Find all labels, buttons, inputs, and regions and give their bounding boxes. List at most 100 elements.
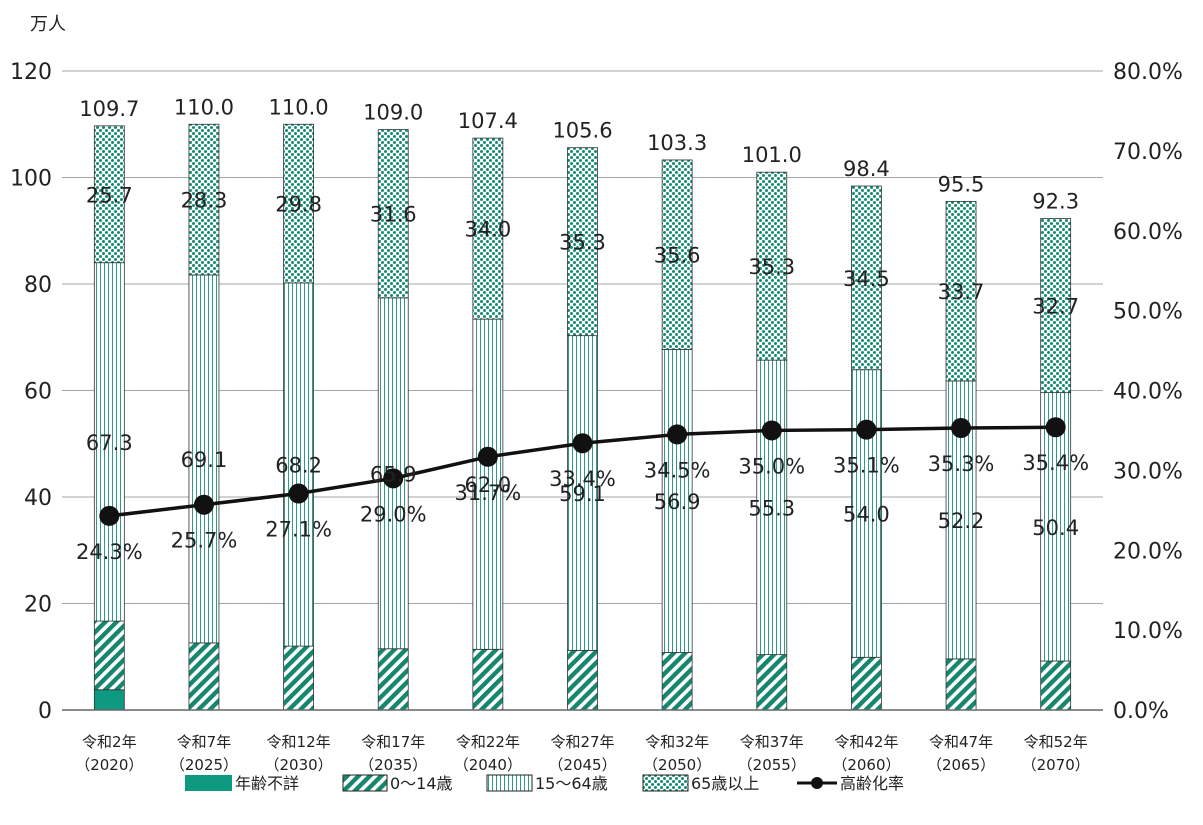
bar-segment-working: [188, 274, 220, 644]
x-category-label: 令和12年: [267, 733, 331, 751]
bar-segment-young: [851, 656, 882, 711]
aging-rate-label: 27.1%: [265, 518, 332, 542]
segment-value-label: 69.1: [181, 448, 228, 472]
y-axis-unit: 万人: [30, 14, 66, 35]
bar-total-label: 103.3: [647, 131, 707, 155]
bar-total-label: 101.0: [742, 143, 802, 167]
aging-rate-label: 35.1%: [833, 454, 900, 478]
bar-segment-elderly: [283, 123, 314, 284]
bar-total-label: 95.5: [938, 172, 985, 196]
aging-rate-marker: [572, 433, 593, 454]
aging-rate-label: 24.3%: [76, 540, 143, 564]
y2-tick-label: 60.0%: [1113, 220, 1183, 245]
segment-value-label: 68.2: [275, 454, 322, 478]
segment-value-label: 35.3: [748, 255, 795, 279]
bar-total-label: 110.0: [269, 95, 329, 119]
legend-item-working: 15～64歳: [486, 774, 608, 793]
bar-segment-working: [851, 369, 882, 658]
legend-item-young: 0～14歳: [342, 774, 453, 793]
y2-tick-label: 50.0%: [1113, 300, 1183, 325]
x-category-year: （2070）: [1022, 756, 1090, 774]
bar-segment-young: [93, 620, 125, 691]
segment-value-label: 33.7: [938, 280, 985, 304]
bar-segment-elderly: [661, 159, 693, 350]
legend-swatch-working: [486, 774, 533, 792]
aging-rate-label: 29.0%: [360, 502, 427, 526]
segment-value-label: 55.3: [748, 496, 795, 520]
bar-segment-elderly: [756, 171, 788, 361]
bar-segment-working: [567, 335, 598, 651]
segment-value-label: 35.6: [654, 244, 701, 268]
bars: [93, 123, 1072, 711]
legend-label-young: 0～14歳: [390, 774, 453, 793]
legend-label-unknown: 年齢不詳: [235, 774, 299, 793]
x-category-label: 令和27年: [550, 733, 614, 751]
aging-rate-marker: [856, 419, 877, 440]
bar-total-label: 109.7: [79, 97, 139, 121]
bar-segment-elderly: [93, 125, 125, 264]
bar-segment-elderly: [472, 137, 504, 320]
x-category-year: （2045）: [548, 756, 616, 774]
bar-segment-elderly: [945, 201, 977, 382]
bar-segment-young: [283, 645, 314, 711]
aging-rate-label: 35.0%: [738, 454, 805, 478]
legend-swatch-elderly: [642, 774, 689, 792]
legend: 年齢不詳 0～14歳 15～64歳 65歳以上 高齢化率: [185, 774, 904, 793]
aging-rate-marker: [193, 494, 214, 515]
bar-segment-unknown: [93, 689, 125, 711]
x-category-label: 令和37年: [740, 733, 804, 751]
y2-tick-label: 40.0%: [1113, 380, 1183, 405]
legend-label-aging-rate: 高齢化率: [840, 774, 904, 793]
x-category-label: 令和2年: [82, 733, 137, 751]
x-category-label: 令和7年: [177, 733, 232, 751]
aging-rate-marker: [667, 424, 688, 445]
segment-value-label: 28.3: [181, 189, 228, 213]
y-tick-label: 100: [10, 167, 52, 192]
segment-value-label: 52.2: [938, 509, 985, 533]
y-tick-label: 120: [10, 60, 52, 85]
y2-tick-label: 80.0%: [1113, 60, 1183, 85]
y-tick-label: 80: [24, 273, 52, 298]
x-category-year: （2050）: [643, 756, 711, 774]
segment-value-label: 32.7: [1032, 295, 1079, 319]
bar-segment-young: [756, 654, 788, 711]
y2-tick-label: 20.0%: [1113, 539, 1183, 564]
x-category-label: 令和42年: [834, 733, 898, 751]
segment-value-label: 67.3: [86, 431, 133, 455]
x-category-year: （2035）: [359, 756, 427, 774]
bar-segment-working: [756, 359, 788, 656]
legend-item-elderly: 65歳以上: [642, 774, 759, 793]
legend-item-aging-rate: 高齢化率: [797, 774, 904, 793]
x-category-year: （2060）: [832, 756, 900, 774]
y-tick-label: 60: [24, 380, 52, 405]
segment-value-label: 50.4: [1032, 516, 1079, 540]
legend-label-working: 15～64歳: [535, 774, 608, 793]
bar-segment-young: [472, 648, 504, 711]
bar-segment-young: [945, 658, 977, 711]
y-tick-label: 0: [38, 699, 52, 724]
aging-rate-label: 35.3%: [928, 452, 995, 476]
bar-total-label: 92.3: [1032, 190, 1079, 214]
segment-value-label: 56.9: [654, 490, 701, 514]
segment-value-label: 34.0: [464, 218, 511, 242]
x-category-label: 令和32年: [645, 733, 709, 751]
bar-segment-working: [1040, 392, 1072, 662]
segment-value-label: 65.9: [370, 462, 417, 486]
segment-value-label: 34.5: [843, 267, 890, 291]
x-category-label: 令和17年: [361, 733, 425, 751]
segment-value-label: 59.1: [559, 482, 606, 506]
aging-rate-marker: [288, 483, 309, 504]
aging-rate-marker: [383, 468, 404, 489]
y2-tick-label: 10.0%: [1113, 619, 1183, 644]
bar-segment-working: [93, 262, 125, 622]
aging-rate-label: 31.7%: [455, 481, 522, 505]
bar-segment-elderly: [377, 129, 409, 299]
bar-segment-elderly: [851, 185, 882, 371]
x-category-year: （2040）: [454, 756, 522, 774]
x-category-year: （2025）: [170, 756, 238, 774]
legend-swatch-young: [342, 774, 388, 792]
legend-swatch-unknown: [185, 775, 232, 791]
legend-item-unknown: 年齢不詳: [185, 774, 299, 793]
aging-rate-marker: [1045, 417, 1066, 438]
